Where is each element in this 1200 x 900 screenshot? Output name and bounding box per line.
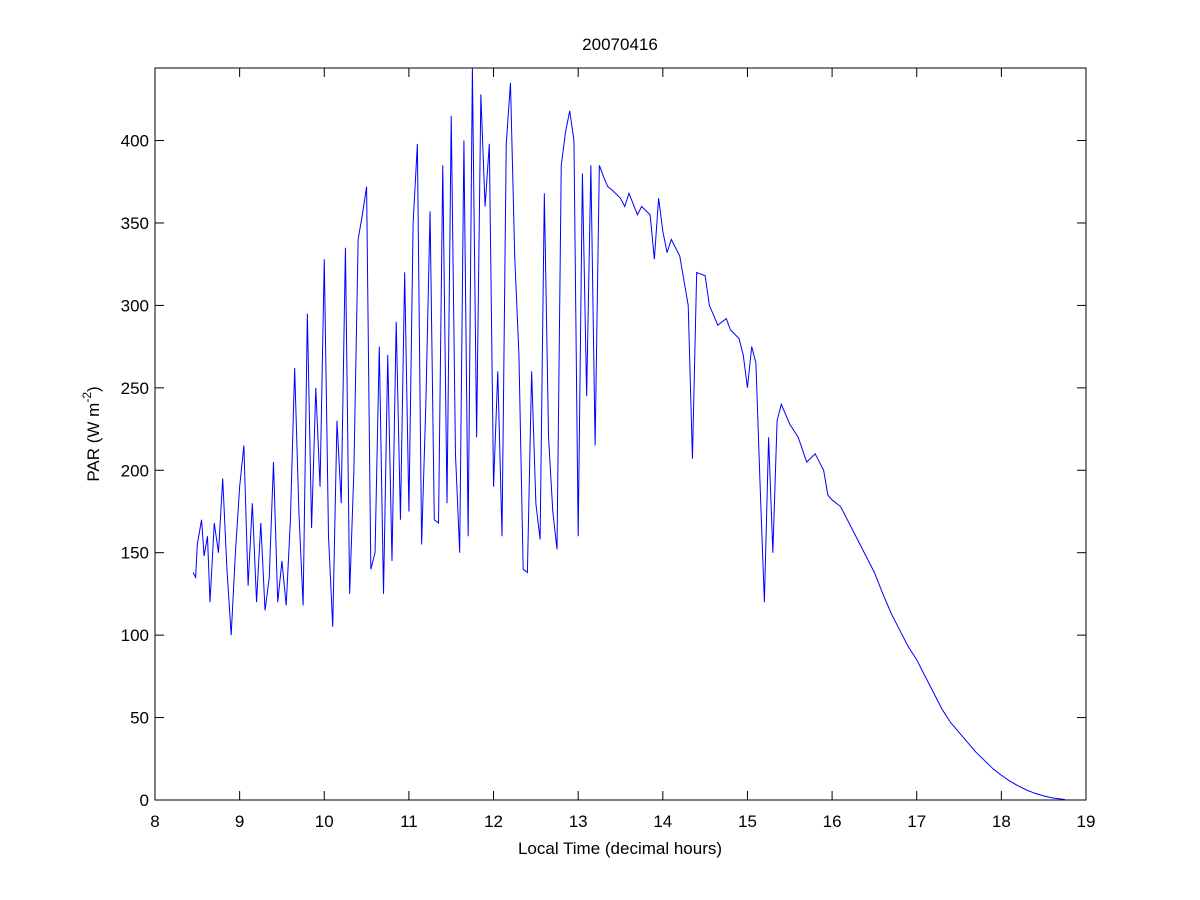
y-tick-label: 350 — [121, 214, 149, 233]
y-axis-label: PAR (W m-2) — [80, 386, 103, 481]
chart-title: 20070416 — [582, 35, 658, 54]
x-tick-label: 18 — [992, 812, 1011, 831]
y-tick-label: 400 — [121, 132, 149, 151]
x-tick-label: 12 — [484, 812, 503, 831]
x-tick-label: 9 — [235, 812, 244, 831]
x-tick-label: 10 — [315, 812, 334, 831]
y-tick-label: 150 — [121, 544, 149, 563]
x-tick-label: 13 — [569, 812, 588, 831]
x-tick-label: 17 — [907, 812, 926, 831]
x-tick-label: 15 — [738, 812, 757, 831]
y-tick-label: 0 — [140, 791, 149, 810]
y-tick-label: 200 — [121, 461, 149, 480]
x-tick-label: 19 — [1077, 812, 1096, 831]
data-line — [192, 67, 1065, 801]
x-axis-label: Local Time (decimal hours) — [518, 839, 722, 858]
y-axis-label-text: PAR (W m — [84, 403, 103, 482]
y-axis-label-suffix: ) — [84, 386, 103, 392]
y-tick-label: 50 — [130, 709, 149, 728]
y-tick-label: 250 — [121, 379, 149, 398]
plot-frame — [154, 67, 1087, 801]
x-tick-label: 16 — [823, 812, 842, 831]
x-tick-label: 14 — [653, 812, 672, 831]
x-tick-label: 11 — [400, 812, 418, 831]
x-tick-label: 8 — [150, 812, 159, 831]
y-tick-label: 300 — [121, 296, 149, 315]
y-axis-label-superscript: -2 — [80, 392, 94, 403]
y-tick-label: 100 — [121, 626, 149, 645]
